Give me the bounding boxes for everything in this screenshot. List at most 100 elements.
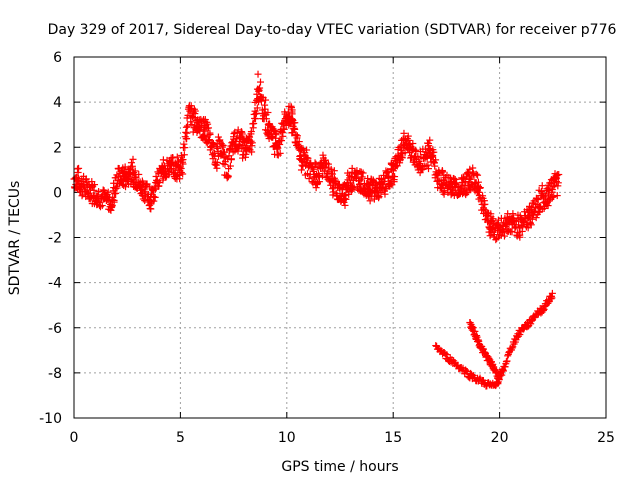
data-point xyxy=(150,197,158,205)
data-point xyxy=(426,136,434,144)
data-point xyxy=(315,178,323,186)
data-point xyxy=(526,219,534,227)
data-point xyxy=(500,232,508,240)
data-point xyxy=(295,138,303,146)
data-point xyxy=(226,162,234,170)
data-point xyxy=(425,165,433,173)
data-point xyxy=(154,182,162,190)
data-point xyxy=(252,109,260,117)
data-points xyxy=(70,70,563,390)
data-point xyxy=(205,137,213,145)
data-point xyxy=(206,130,214,138)
data-point xyxy=(548,289,556,297)
data-point xyxy=(516,331,524,339)
data-point xyxy=(288,110,296,118)
x-tick-label: 25 xyxy=(597,430,615,446)
data-point xyxy=(254,70,262,78)
data-point xyxy=(112,189,120,197)
data-point xyxy=(234,126,242,134)
x-tick-label: 20 xyxy=(491,430,509,446)
data-point xyxy=(321,156,329,164)
data-point xyxy=(409,139,417,147)
data-point xyxy=(381,190,389,198)
data-point xyxy=(114,165,122,173)
data-point xyxy=(257,78,265,86)
data-point xyxy=(396,159,404,167)
data-point xyxy=(179,156,187,164)
data-point xyxy=(78,192,86,200)
data-point xyxy=(414,152,422,160)
data-point xyxy=(487,210,495,218)
y-tick-label: 4 xyxy=(53,95,62,111)
data-point xyxy=(151,193,159,201)
data-point xyxy=(308,178,316,186)
data-point xyxy=(250,119,258,127)
data-point xyxy=(341,201,349,209)
data-point xyxy=(174,171,182,179)
data-point xyxy=(430,148,438,156)
y-tick-label: 6 xyxy=(53,50,62,66)
y-tick-label: -6 xyxy=(48,321,62,337)
data-point xyxy=(277,137,285,145)
data-point xyxy=(127,159,135,167)
data-point xyxy=(501,363,509,371)
data-point xyxy=(104,188,112,196)
data-point xyxy=(182,128,190,136)
data-point xyxy=(150,184,158,192)
data-point xyxy=(533,194,541,202)
data-point xyxy=(476,184,484,192)
data-point xyxy=(180,140,188,148)
data-point xyxy=(246,133,254,141)
data-point xyxy=(219,141,227,149)
data-point xyxy=(216,136,224,144)
data-point xyxy=(407,152,415,160)
data-point xyxy=(429,151,437,159)
data-point xyxy=(213,164,221,172)
data-point xyxy=(234,147,242,155)
data-point xyxy=(110,196,118,204)
tick-labels: 0 5 10 15 20 25 -10 -8 -6 -4 -2 0 2 4 6 xyxy=(39,50,615,446)
data-point xyxy=(181,144,189,152)
data-point xyxy=(151,185,159,193)
data-point xyxy=(481,200,489,208)
data-point xyxy=(203,118,211,126)
data-point xyxy=(227,155,235,163)
data-point xyxy=(534,196,542,204)
data-point xyxy=(441,350,449,358)
data-point xyxy=(291,125,299,133)
data-point xyxy=(515,332,523,340)
y-tick-label: 0 xyxy=(53,185,62,201)
data-point xyxy=(289,122,297,130)
data-point xyxy=(98,202,106,210)
plot-frame xyxy=(73,56,607,419)
data-point xyxy=(451,175,459,183)
data-point xyxy=(213,158,221,166)
data-point xyxy=(291,119,299,127)
data-point xyxy=(224,172,232,180)
data-point xyxy=(184,122,192,130)
data-point xyxy=(503,357,511,365)
data-point xyxy=(551,181,559,189)
data-point xyxy=(183,129,191,137)
data-point xyxy=(155,179,163,187)
data-point xyxy=(412,146,420,154)
data-point xyxy=(127,164,135,172)
data-point xyxy=(268,133,276,141)
y-axis-title: SDTVAR / TECUs xyxy=(7,181,23,296)
data-point xyxy=(205,124,213,132)
data-point xyxy=(453,179,461,187)
data-point xyxy=(262,96,270,104)
data-point xyxy=(191,107,199,115)
data-point xyxy=(169,154,177,162)
data-point xyxy=(527,317,535,325)
data-point xyxy=(508,228,516,236)
data-point xyxy=(359,169,367,177)
y-tick-label: -4 xyxy=(48,276,62,292)
data-point xyxy=(464,169,472,177)
data-point xyxy=(247,137,255,145)
data-point xyxy=(147,205,155,213)
data-point xyxy=(548,186,556,194)
y-tick-label: -2 xyxy=(48,231,62,247)
data-point xyxy=(424,161,432,169)
